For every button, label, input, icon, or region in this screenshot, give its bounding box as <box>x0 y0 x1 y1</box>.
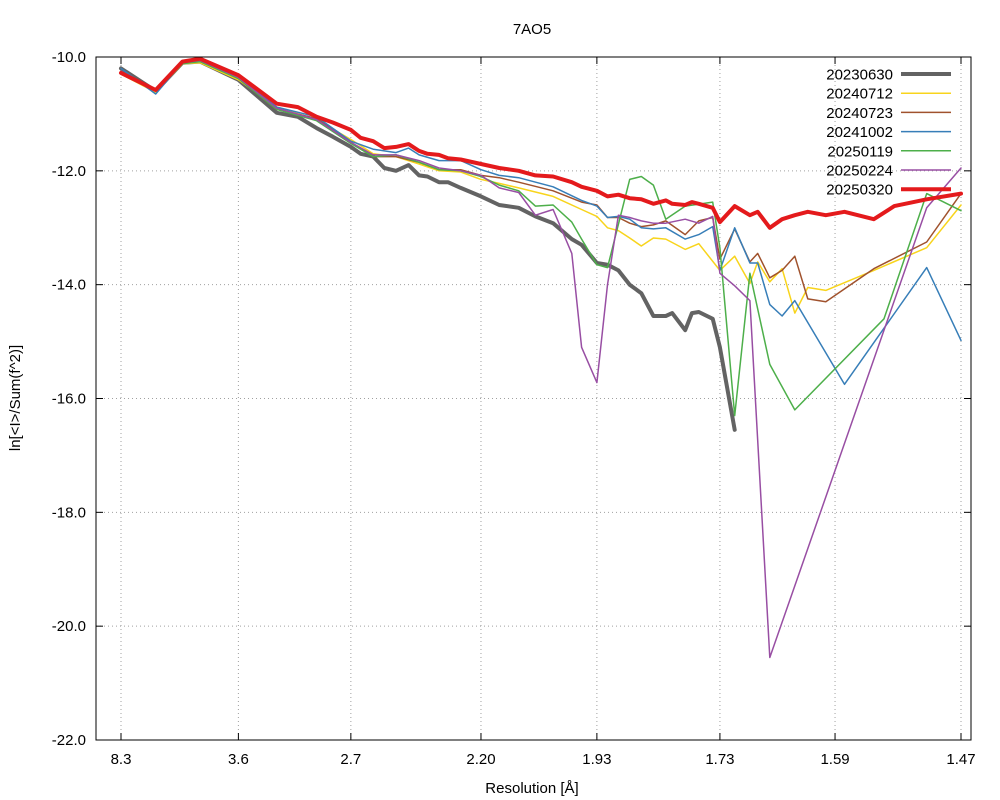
x-tick-label: 8.3 <box>111 751 132 768</box>
series-line-20241002 <box>120 59 962 386</box>
y-tick-label: -10.0 <box>52 49 86 66</box>
legend-label: 20250320 <box>826 182 893 199</box>
x-tick-label: 1.93 <box>582 751 611 768</box>
y-tick-label: -20.0 <box>52 618 86 635</box>
series-group <box>119 56 963 659</box>
y-tick-label: -22.0 <box>52 732 86 749</box>
x-tick-label: 3.6 <box>228 751 249 768</box>
y-tick-label: -18.0 <box>52 504 86 521</box>
x-tick-label: 1.47 <box>946 751 975 768</box>
x-tick-label: 1.73 <box>705 751 734 768</box>
legend-label: 20230630 <box>826 67 893 84</box>
y-axis-label: ln[<I>/Sum(f^2)] <box>7 345 24 451</box>
series-line-20250119 <box>120 60 962 417</box>
chart-title: 7AO5 <box>513 21 551 38</box>
legend: 20230630 20240712 20240723 20241002 20250119… <box>826 67 951 199</box>
legend-label: 20241002 <box>826 124 893 141</box>
plot-frame <box>95 56 972 741</box>
y-tick-label: -16.0 <box>52 391 86 408</box>
legend-label: 20250119 <box>827 143 893 160</box>
series-line-20230630 <box>119 59 737 432</box>
series-line-20250224 <box>120 59 962 659</box>
x-axis-label: Resolution [Å] <box>485 780 578 797</box>
y-tick-label: -14.0 <box>52 277 86 294</box>
axis-ticks: -10.0 -12.0 -14.0 -16.0 -18.0 -20.0 -22.0 8.3 3.… <box>52 49 976 768</box>
x-tick-label: 2.7 <box>340 751 361 768</box>
legend-label: 20240712 <box>826 86 893 103</box>
legend-label: 20250224 <box>826 163 893 180</box>
series-line-20250320 <box>119 56 963 230</box>
legend-label: 20240723 <box>826 105 893 122</box>
x-tick-label: 2.20 <box>466 751 495 768</box>
y-tick-label: -12.0 <box>52 163 86 180</box>
x-tick-label: 1.59 <box>820 751 849 768</box>
